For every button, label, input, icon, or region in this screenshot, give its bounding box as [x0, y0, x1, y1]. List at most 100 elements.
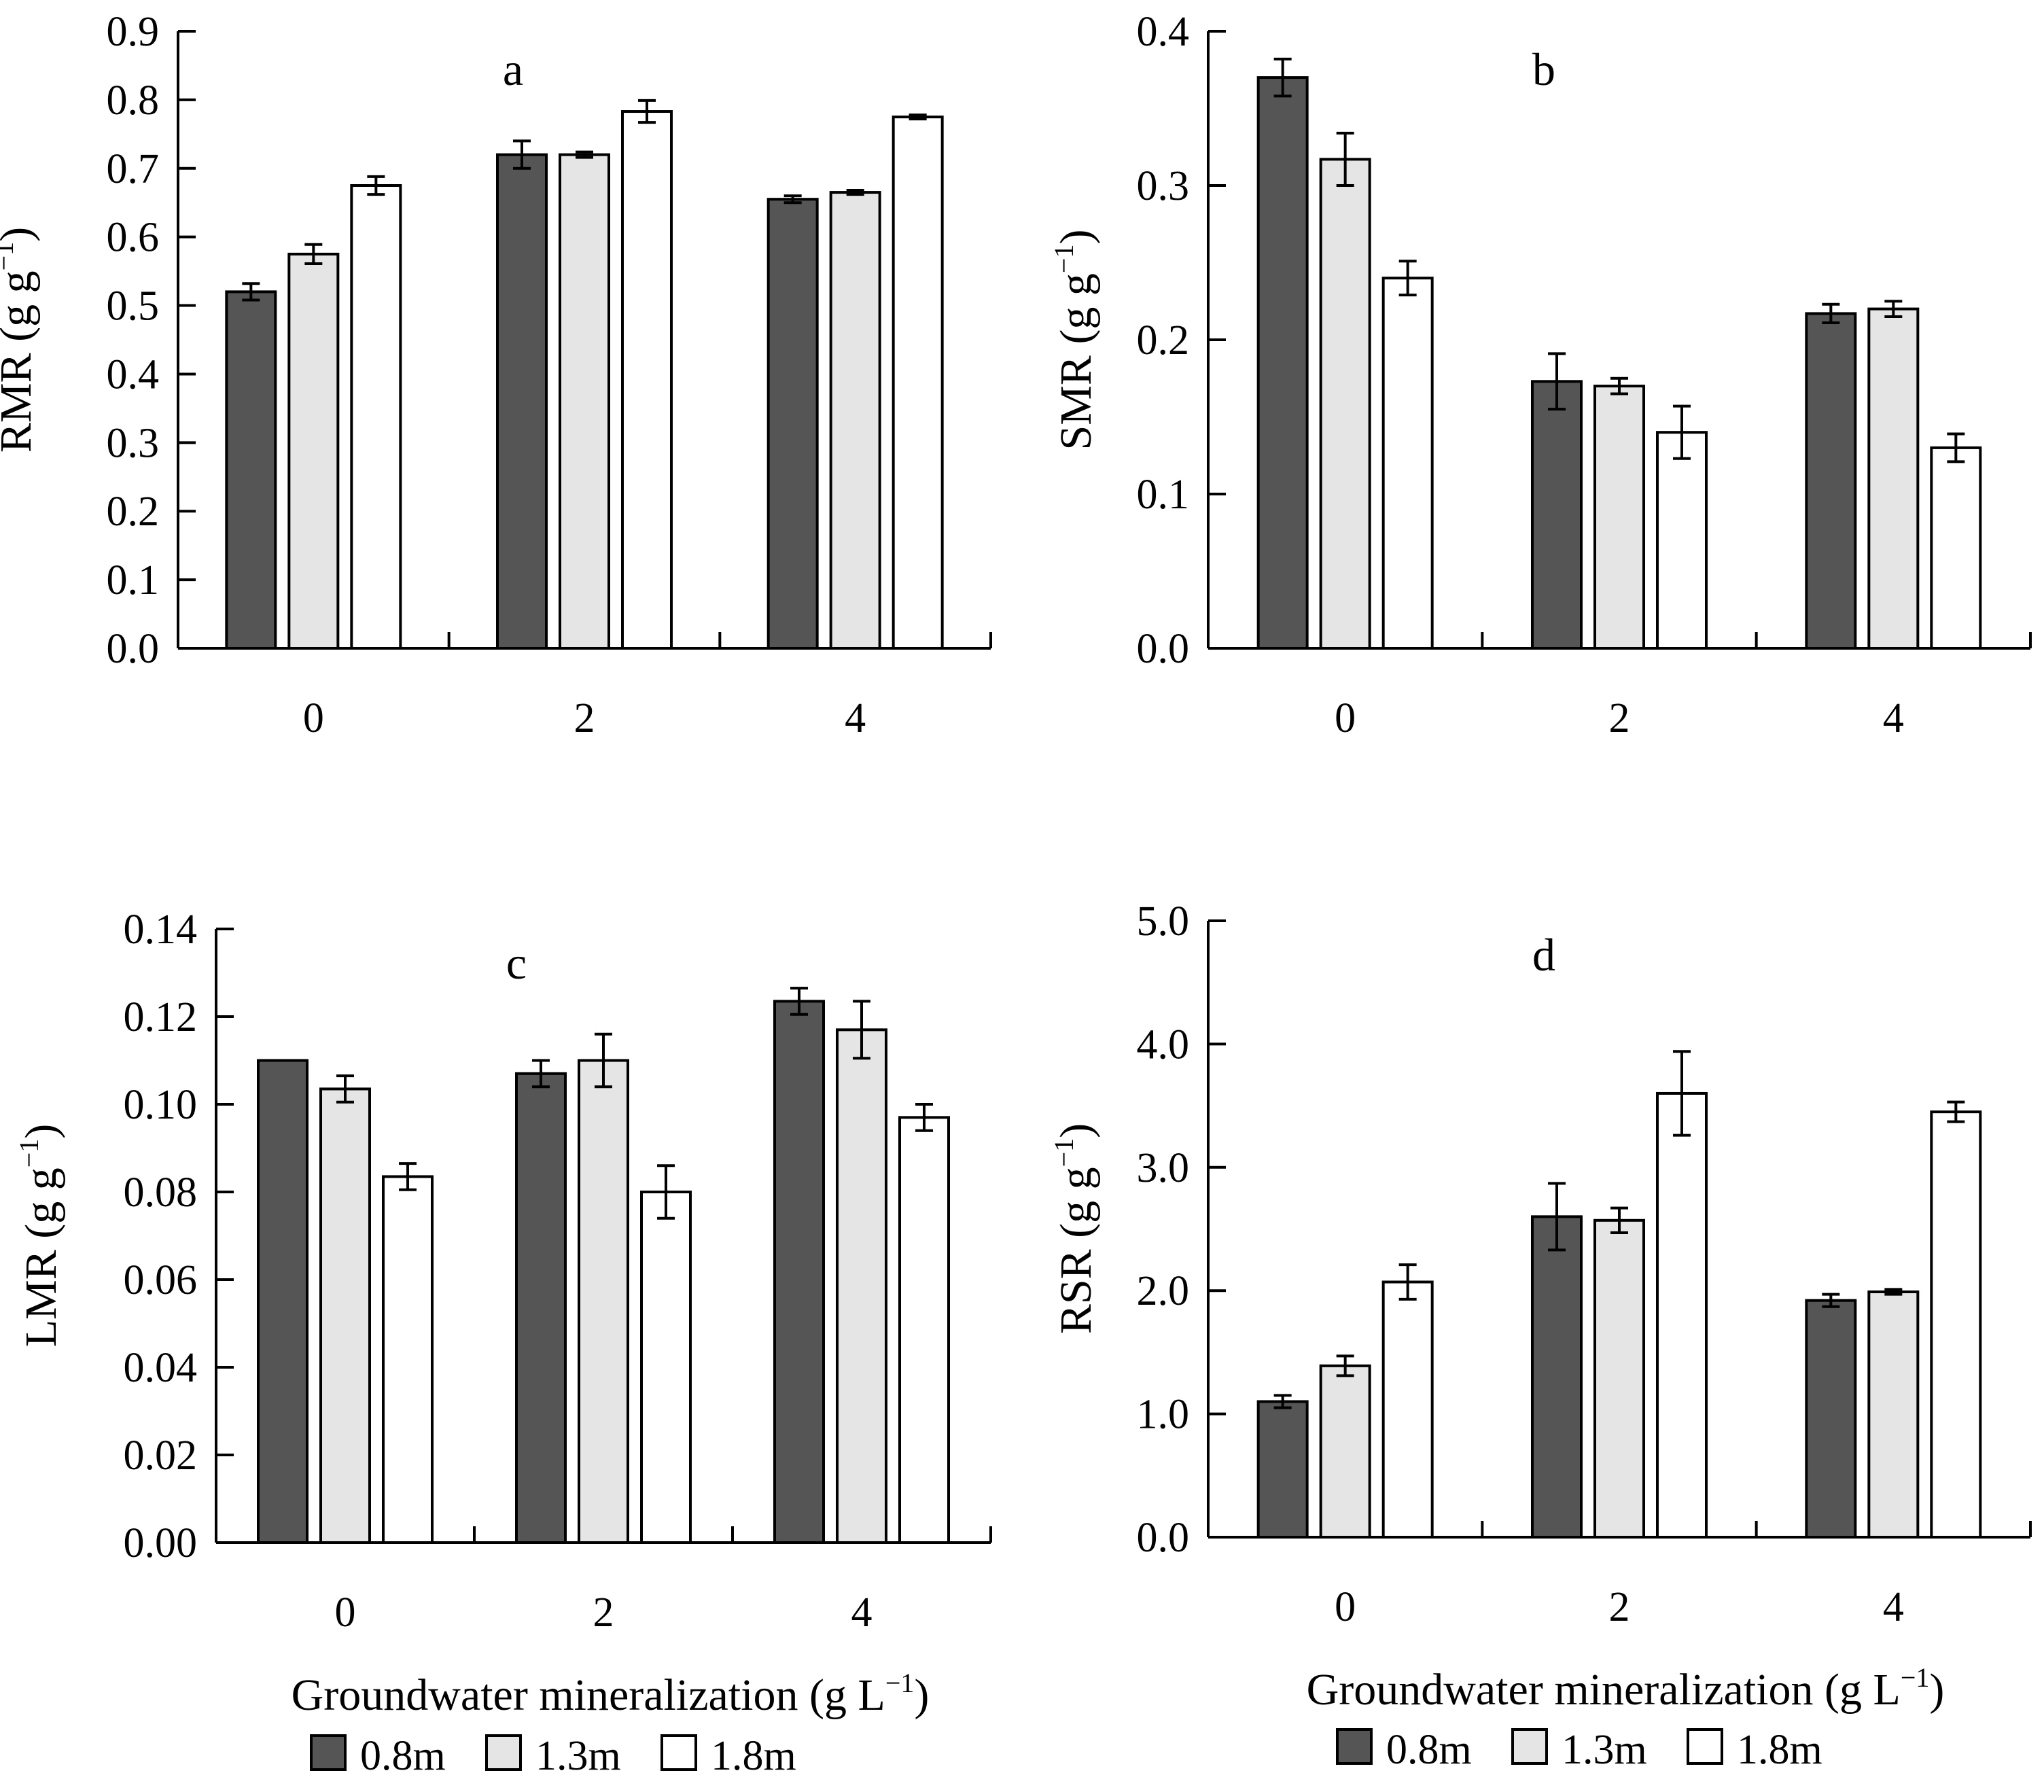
y-tick-label: 0.7: [107, 146, 160, 192]
bar-1_3m-cat-4: [829, 191, 881, 650]
y-tick-label: 0.0: [1137, 1515, 1190, 1561]
y-tick-label: 0.00: [124, 1520, 198, 1566]
y-tick-label: 0.4: [107, 351, 160, 398]
x-tick-label: 2: [1609, 695, 1630, 741]
bar-1_8m-cat-4: [1930, 1110, 1982, 1539]
bar-0_8m-cat-4: [766, 198, 819, 650]
x-axis-title: Groundwater mineralization (g L−1): [1307, 1662, 1945, 1715]
panel-a-chart: 0.0 0.1 0.2 0.3 0.4 0.5 0.6 0.7 0.8 0.9 0 2 4 a RMR (g…: [0, 9, 992, 741]
bar-1_3m-cat-2: [559, 153, 610, 650]
y-tick-label: 0.5: [107, 283, 160, 330]
y-tick-label: 0.0: [107, 626, 160, 672]
bar-1_8m-cat-2: [1656, 1091, 1708, 1539]
x-tick-label: 0: [1335, 695, 1356, 741]
bar-0_8m-cat-2: [515, 1072, 567, 1544]
bar-1_8m-cat-4: [1930, 446, 1982, 650]
legend-swatch-1_8m: [1687, 1728, 1723, 1765]
bar-0_8m-cat-4: [1805, 312, 1857, 650]
x-tick-label: 4: [1883, 695, 1904, 741]
y-tick-label: 0.06: [124, 1257, 198, 1303]
bar-0_8m-cat-0: [225, 290, 277, 650]
bar-0_8m-cat-2: [1531, 380, 1583, 650]
y-tick-label: 0.6: [107, 215, 160, 261]
y-axis-title: LMR (g g−1): [14, 1124, 66, 1348]
x-tick-label: 4: [1883, 1584, 1904, 1630]
bar-0_8m-cat-2: [1531, 1215, 1583, 1539]
bar-1_3m-cat-2: [1593, 1218, 1645, 1539]
y-tick-label: 0.4: [1137, 9, 1190, 55]
bar-1_3m-cat-4: [1867, 307, 1920, 650]
x-tick-label: 2: [574, 695, 595, 741]
legend-label-0_8m: 0.8m: [360, 1733, 446, 1779]
bar-1_3m-cat-2: [1593, 385, 1645, 650]
panel-letter: b: [1532, 43, 1555, 95]
legend-swatch-0_8m: [1336, 1728, 1373, 1765]
y-tick-label: 0.3: [107, 420, 160, 466]
panel-letter: a: [503, 43, 523, 95]
legend: 0.8m 1.3m 1.8m: [310, 1733, 796, 1779]
panel-letter: c: [506, 937, 527, 989]
bar-1_8m-cat-4: [892, 116, 944, 650]
legend-label-0_8m: 0.8m: [1386, 1727, 1472, 1773]
bar-1_3m-cat-2: [578, 1059, 629, 1544]
x-tick-label: 0: [303, 695, 324, 741]
bar-0_8m-cat-0: [257, 1059, 309, 1544]
legend: 0.8m 1.3m 1.8m: [1336, 1727, 1822, 1773]
bar-1_8m-cat-2: [1656, 431, 1708, 650]
bar-0_8m-cat-4: [1805, 1299, 1857, 1539]
y-axis-title: RSR (g g−1): [1049, 1123, 1101, 1334]
x-tick-label: 4: [851, 1589, 873, 1636]
legend-label-1_3m: 1.3m: [1562, 1727, 1647, 1773]
y-tick-label: 1.0: [1137, 1392, 1190, 1438]
bar-1_8m-cat-0: [1381, 1280, 1434, 1539]
y-tick-label: 0.2: [107, 489, 160, 535]
y-tick-label: 0.10: [124, 1082, 198, 1128]
y-tick-label: 0.14: [124, 907, 198, 953]
y-tick-label: 0.1: [1137, 472, 1190, 518]
bar-0_8m-cat-0: [1256, 76, 1309, 650]
y-tick-label: 0.3: [1137, 163, 1190, 209]
bar-1_3m-cat-4: [1867, 1290, 1920, 1539]
bar-1_8m-cat-0: [382, 1175, 434, 1545]
y-tick-label: 0.08: [124, 1170, 198, 1216]
legend-swatch-1_3m: [485, 1734, 522, 1771]
bar-1_3m-cat-4: [836, 1028, 887, 1544]
legend-swatch-1_3m: [1511, 1728, 1548, 1765]
legend-swatch-0_8m: [310, 1734, 347, 1771]
panel-b-chart: 0.0 0.1 0.2 0.3 0.4 0 2 4 b SMR (g g−1): [1049, 9, 2032, 741]
panel-c-chart: 0.00 0.02 0.04 0.06 0.08 0.10 0.12 0.14 0 2 4 c LMR …: [14, 907, 992, 1779]
legend-label-1_3m: 1.3m: [535, 1733, 621, 1779]
bar-1_8m-cat-0: [1381, 277, 1434, 650]
bar-1_8m-cat-4: [898, 1116, 950, 1544]
bar-1_8m-cat-2: [621, 110, 673, 650]
bar-0_8m-cat-2: [496, 153, 548, 650]
legend-swatch-1_8m: [660, 1734, 697, 1771]
y-tick-label: 2.0: [1137, 1268, 1190, 1314]
y-axis-title: SMR (g g−1): [1049, 230, 1101, 451]
x-tick-label: 0: [335, 1589, 356, 1636]
bar-1_3m-cat-0: [287, 252, 340, 650]
y-tick-label: 0.8: [107, 77, 160, 124]
bar-0_8m-cat-0: [1256, 1400, 1309, 1539]
y-tick-label: 0.9: [107, 9, 160, 55]
x-tick-label: 2: [1609, 1584, 1630, 1630]
x-tick-label: 0: [1335, 1584, 1356, 1630]
y-tick-label: 0.1: [107, 557, 160, 603]
y-tick-label: 5.0: [1137, 898, 1190, 945]
x-axis-title: Groundwater mineralization (g L−1): [292, 1668, 930, 1720]
x-tick-label: 4: [845, 695, 866, 741]
panel-d-chart: 0.0 1.0 2.0 3.0 4.0 5.0 0 2 4 d RSR (g g−1) Groundw…: [1049, 898, 2032, 1773]
panel-letter: d: [1532, 929, 1555, 981]
y-tick-label: 0.02: [124, 1433, 198, 1479]
bar-1_3m-cat-0: [319, 1087, 371, 1545]
y-axis-title: RMR (g g−1): [0, 227, 41, 453]
bar-1_8m-cat-2: [640, 1191, 692, 1544]
legend-label-1_8m: 1.8m: [711, 1733, 796, 1779]
y-tick-label: 0.2: [1137, 317, 1190, 364]
y-tick-label: 0.12: [124, 994, 198, 1040]
bar-0_8m-cat-4: [773, 1000, 825, 1545]
y-tick-label: 3.0: [1137, 1145, 1190, 1191]
bar-1_3m-cat-0: [1319, 158, 1371, 650]
y-tick-label: 4.0: [1137, 1021, 1190, 1068]
